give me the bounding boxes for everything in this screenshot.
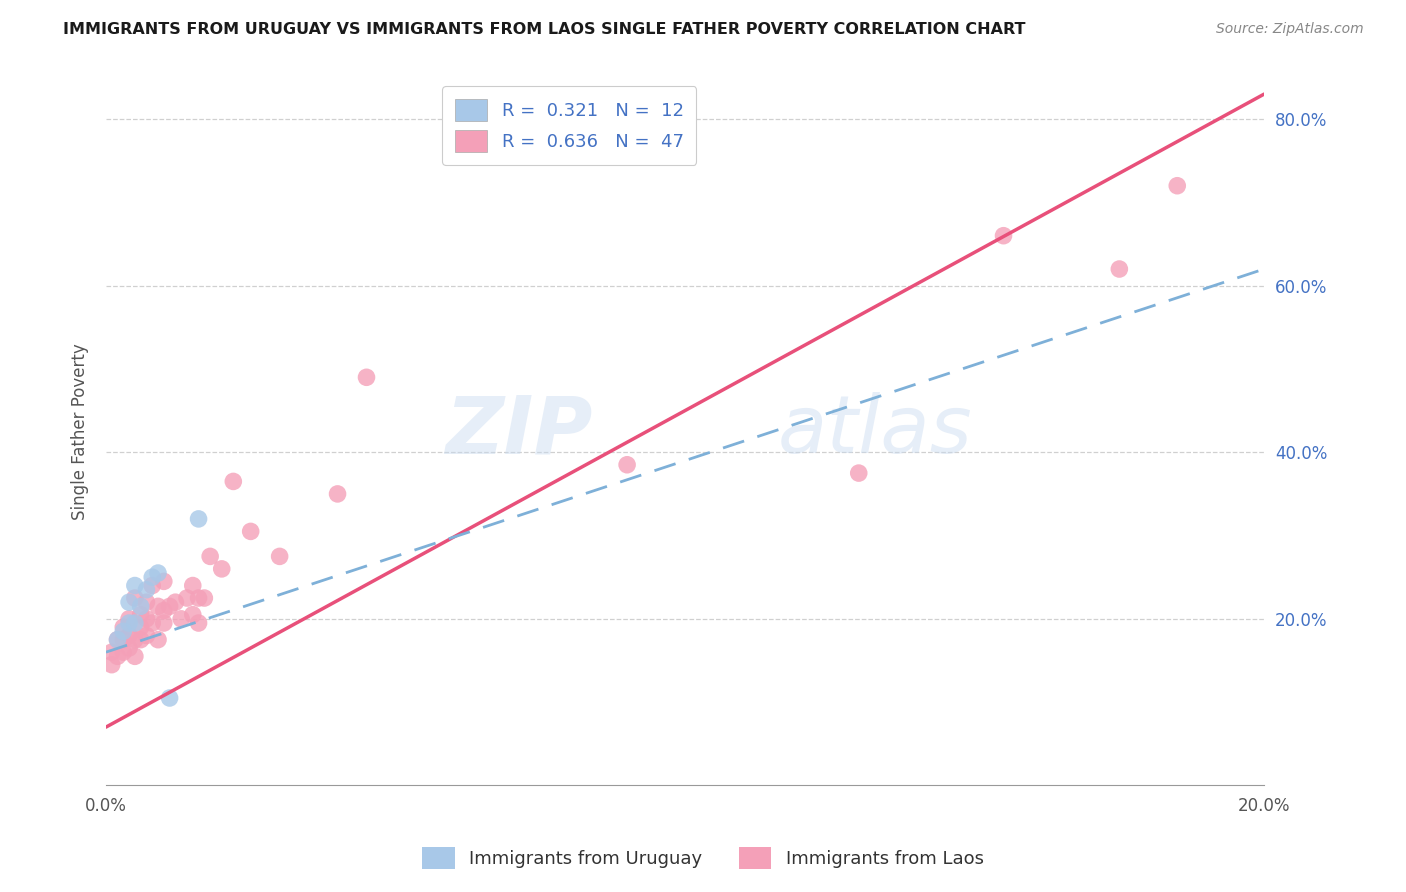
- Point: [165, 595, 187, 609]
- Point: [100, 645, 122, 659]
- Point: [356, 370, 378, 384]
- Point: [159, 599, 181, 614]
- Text: IMMIGRANTS FROM URUGUAY VS IMMIGRANTS FROM LAOS SINGLE FATHER POVERTY CORRELATIO: IMMIGRANTS FROM URUGUAY VS IMMIGRANTS FR…: [63, 22, 1026, 37]
- Point: [124, 649, 146, 664]
- Point: [118, 628, 141, 642]
- Point: [118, 612, 141, 626]
- Point: [239, 524, 262, 539]
- Y-axis label: Single Father Poverty: Single Father Poverty: [72, 343, 89, 520]
- Point: [112, 645, 135, 659]
- Point: [326, 487, 349, 501]
- Point: [107, 632, 129, 647]
- Point: [198, 549, 221, 564]
- Point: [124, 591, 146, 605]
- Point: [193, 591, 215, 605]
- Point: [129, 599, 152, 614]
- Point: [129, 632, 152, 647]
- Point: [848, 466, 870, 480]
- Point: [135, 612, 157, 626]
- Point: [181, 607, 204, 622]
- Point: [153, 574, 176, 589]
- Legend: R =  0.321   N =  12, R =  0.636   N =  47: R = 0.321 N = 12, R = 0.636 N = 47: [441, 87, 696, 165]
- Point: [141, 570, 163, 584]
- Point: [159, 690, 181, 705]
- Point: [1108, 262, 1130, 277]
- Point: [112, 632, 135, 647]
- Point: [118, 615, 141, 630]
- Point: [269, 549, 291, 564]
- Point: [100, 657, 122, 672]
- Point: [170, 612, 193, 626]
- Point: [129, 620, 152, 634]
- Point: [176, 591, 198, 605]
- Text: ZIP: ZIP: [444, 392, 592, 470]
- Point: [993, 228, 1015, 243]
- Point: [124, 578, 146, 592]
- Point: [118, 640, 141, 655]
- Point: [616, 458, 638, 472]
- Point: [141, 615, 163, 630]
- Point: [141, 578, 163, 592]
- Point: [153, 603, 176, 617]
- Point: [112, 624, 135, 639]
- Point: [107, 649, 129, 664]
- Point: [146, 599, 169, 614]
- Text: atlas: atlas: [778, 392, 973, 470]
- Point: [181, 578, 204, 592]
- Point: [112, 620, 135, 634]
- Text: Source: ZipAtlas.com: Source: ZipAtlas.com: [1216, 22, 1364, 37]
- Point: [135, 595, 157, 609]
- Point: [135, 628, 157, 642]
- Point: [1166, 178, 1188, 193]
- Point: [124, 632, 146, 647]
- Point: [129, 607, 152, 622]
- Point: [124, 615, 146, 630]
- Point: [211, 562, 233, 576]
- Point: [187, 512, 209, 526]
- Point: [187, 591, 209, 605]
- Point: [222, 475, 245, 489]
- Point: [146, 632, 169, 647]
- Point: [107, 632, 129, 647]
- Legend: Immigrants from Uruguay, Immigrants from Laos: Immigrants from Uruguay, Immigrants from…: [413, 838, 993, 879]
- Point: [153, 615, 176, 630]
- Point: [146, 566, 169, 580]
- Point: [187, 615, 209, 630]
- Point: [118, 595, 141, 609]
- Point: [135, 582, 157, 597]
